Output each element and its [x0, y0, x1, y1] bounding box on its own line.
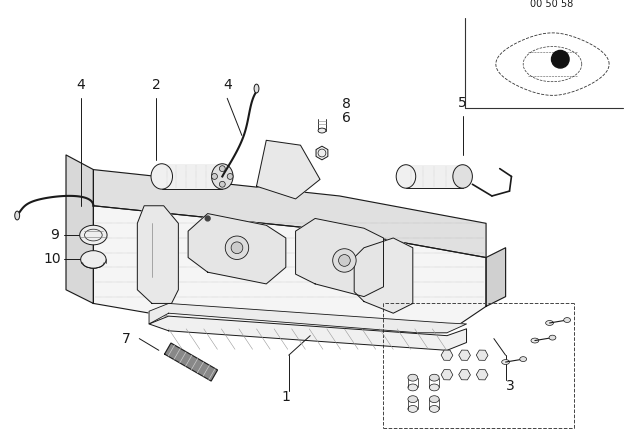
Ellipse shape — [212, 164, 233, 189]
Bar — [162, 164, 222, 189]
Ellipse shape — [81, 251, 106, 268]
Polygon shape — [138, 206, 179, 303]
Text: 6: 6 — [342, 111, 351, 125]
Polygon shape — [66, 155, 93, 303]
Circle shape — [220, 181, 225, 187]
Circle shape — [212, 173, 218, 179]
Ellipse shape — [531, 338, 539, 343]
Ellipse shape — [520, 357, 527, 362]
Polygon shape — [188, 214, 286, 284]
Text: 1: 1 — [282, 390, 291, 404]
Text: 7: 7 — [122, 332, 131, 345]
Circle shape — [205, 216, 210, 221]
Ellipse shape — [408, 384, 418, 391]
Ellipse shape — [502, 360, 509, 365]
Ellipse shape — [80, 225, 107, 245]
Polygon shape — [257, 140, 320, 199]
Polygon shape — [93, 206, 486, 333]
Ellipse shape — [546, 320, 554, 325]
Polygon shape — [149, 303, 467, 333]
Text: 9: 9 — [50, 228, 59, 242]
Ellipse shape — [549, 335, 556, 340]
Circle shape — [333, 249, 356, 272]
Ellipse shape — [564, 318, 570, 323]
Circle shape — [225, 236, 249, 259]
Ellipse shape — [408, 396, 418, 403]
Ellipse shape — [429, 396, 439, 403]
Circle shape — [231, 242, 243, 254]
Text: 5: 5 — [458, 96, 467, 110]
Polygon shape — [296, 219, 383, 297]
Ellipse shape — [396, 165, 416, 188]
Polygon shape — [486, 248, 506, 306]
Ellipse shape — [429, 374, 439, 381]
Ellipse shape — [429, 405, 439, 412]
Ellipse shape — [151, 164, 173, 189]
Text: 8: 8 — [342, 97, 351, 111]
Ellipse shape — [429, 384, 439, 391]
Text: 10: 10 — [44, 253, 61, 267]
Text: 4: 4 — [76, 78, 85, 92]
Ellipse shape — [15, 211, 20, 220]
Circle shape — [552, 51, 569, 68]
Text: 00 50 58: 00 50 58 — [530, 0, 573, 9]
Ellipse shape — [318, 128, 326, 133]
Circle shape — [220, 166, 225, 172]
Bar — [406, 165, 463, 188]
Ellipse shape — [408, 374, 418, 381]
Ellipse shape — [408, 405, 418, 412]
Polygon shape — [164, 343, 218, 381]
Circle shape — [227, 173, 233, 179]
Text: 4: 4 — [223, 78, 232, 92]
Polygon shape — [93, 170, 486, 258]
Polygon shape — [149, 316, 467, 350]
Ellipse shape — [453, 165, 472, 188]
Text: 2: 2 — [152, 78, 160, 92]
Circle shape — [339, 254, 350, 266]
Text: 3: 3 — [506, 379, 515, 393]
Polygon shape — [354, 238, 413, 313]
Ellipse shape — [254, 84, 259, 93]
